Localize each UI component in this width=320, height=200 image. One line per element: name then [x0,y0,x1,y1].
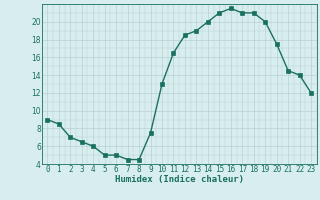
X-axis label: Humidex (Indice chaleur): Humidex (Indice chaleur) [115,175,244,184]
